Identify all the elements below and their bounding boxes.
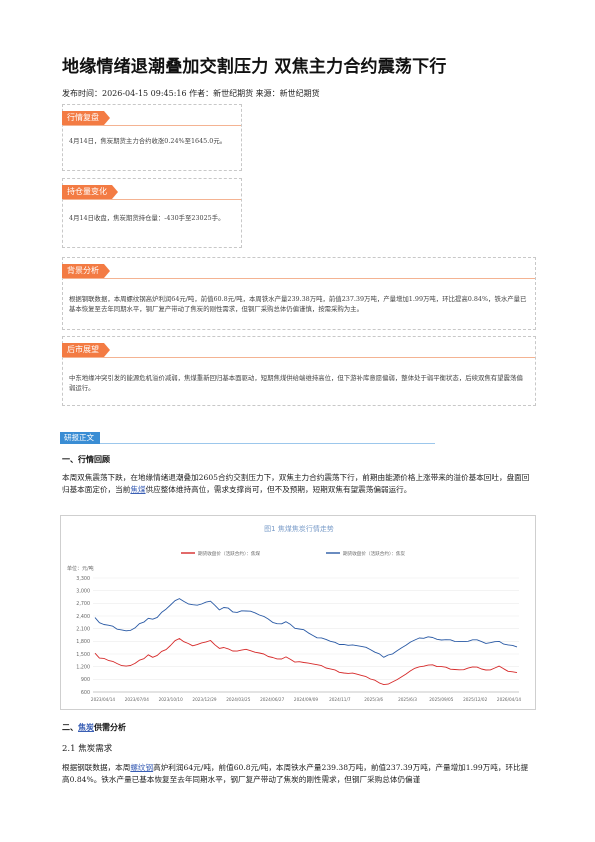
series-line [94, 638, 518, 686]
tag-outlook: 后市展望 [62, 343, 110, 357]
divider [63, 357, 535, 358]
tag-position: 持仓量变化 [62, 185, 118, 199]
y-tick-label: 1,200 [76, 664, 90, 670]
x-tick-label: 2024/06/27 [260, 697, 284, 702]
y-tick-label: 900 [81, 677, 90, 683]
divider [63, 199, 241, 200]
x-tick-label: 2025/6/3 [398, 697, 417, 702]
heading-coke-supply-demand: 二、焦炭供需分析 [62, 722, 126, 733]
x-tick-label: 2023/10/10 [159, 697, 183, 702]
x-tick-label: 2025/09/05 [429, 697, 453, 702]
section-tag-report: 研报正文 [60, 432, 100, 444]
x-tick-label: 2024/03/25 [226, 697, 250, 702]
y-axis-unit: 单位：元/吨 [67, 565, 94, 572]
x-axis: 2023/04/14 2023/07/04 2023/10/10 2023/12/29… [91, 691, 521, 702]
x-tick-label: 2023/12/29 [192, 697, 216, 702]
box-text-outlook: 中东地缘冲突引发的能源危机溢价减弱，焦煤重新回归基本面驱动，短期焦煤供给端维持高… [69, 374, 523, 392]
summary-box-review: 行情复盘 4月14日，焦炭期货主力合约收涨0.24%至1645.0元。 [62, 104, 242, 171]
summary-box-background: 背景分析 根据钢联数据，本周螺纹钢高炉利润64元/吨，前值60.8元/吨，本周铁… [62, 257, 536, 330]
box-text-review: 4月14日，焦炭期货主力合约收涨0.24%至1645.0元。 [69, 137, 227, 145]
publish-meta: 发布时间：2026-04-15 09:45:16 作者：新世纪期货 来源：新世纪… [62, 89, 320, 98]
y-tick-label: 2,400 [76, 614, 90, 620]
text-segment: 根据钢联数据，本周 [62, 763, 131, 772]
box-text-position: 4月14日收盘，焦炭期货持仓量：-430手至23025手。 [69, 214, 225, 222]
paragraph-coke-demand: 根据钢联数据，本周螺纹钢高炉利润64元/吨，前值60.8元/吨，本周铁水产量23… [62, 762, 535, 786]
y-tick-label: 1,800 [76, 639, 90, 645]
x-tick-label: 2026/04/14 [497, 697, 521, 702]
heading-prefix: 二、 [62, 723, 78, 732]
summary-box-position: 持仓量变化 4月14日收盘，焦炭期货持仓量：-430手至23025手。 [62, 178, 242, 248]
box-text-background: 根据钢联数据，本周螺纹钢高炉利润64元/吨，前值60.8元/吨，本周铁水产量23… [69, 295, 527, 313]
text-segment: 供应整体维持高位，需求支撑尚可，但不及预期，短期双焦有望震荡偏弱运行。 [145, 485, 412, 494]
y-tick-label: 600 [81, 690, 90, 696]
price-trend-chart: 图1 焦煤焦炭行情走势 期货收盘价（活跃合约）：焦煤 期货收盘价（活跃合约）：焦炭… [61, 516, 535, 709]
chart-title: 图1 焦煤焦炭行情走势 [264, 524, 334, 533]
chart-frame: 图1 焦煤焦炭行情走势 期货收盘价（活跃合约）：焦煤 期货收盘价（活跃合约）：焦炭… [60, 515, 536, 710]
divider [63, 125, 241, 126]
x-tick-label: 2023/04/14 [91, 697, 115, 702]
y-tick-label: 3,000 [76, 588, 90, 594]
x-tick-label: 2025/3/6 [364, 697, 383, 702]
y-tick-label: 1,500 [76, 652, 90, 658]
section-divider [100, 443, 435, 444]
x-tick-label: 2024/11/7 [329, 697, 351, 702]
heading-market-review: 一、行情回顾 [62, 455, 110, 464]
series-line [94, 598, 518, 658]
y-tick-label: 3,300 [76, 576, 90, 582]
link-coke[interactable]: 焦炭 [78, 723, 94, 732]
heading-suffix: 供需分析 [94, 723, 126, 732]
text-segment: 本周双焦震荡下跌，在地缘情绪退潮叠加2605合约交割压力下，双焦主力合约震荡下行… [62, 473, 530, 494]
chart-legend: 期货收盘价（活跃合约）：焦煤 期货收盘价（活跃合约）：焦炭 [181, 550, 405, 557]
x-tick-label: 2025/12/02 [463, 697, 487, 702]
link-rebar[interactable]: 螺纹钢 [130, 763, 154, 772]
tag-background: 背景分析 [62, 264, 110, 278]
link-coking-coal[interactable]: 焦煤 [130, 485, 146, 494]
y-axis: 3,300 3,000 2,700 2,400 2,100 1,800 1,500 1,200… [76, 576, 90, 696]
paragraph-market-review: 本周双焦震荡下跌，在地缘情绪退潮叠加2605合约交割压力下，双焦主力合约震荡下行… [62, 472, 535, 496]
chart-series [94, 598, 518, 686]
subheading-coke-demand: 2.1 焦炭需求 [62, 744, 113, 754]
tag-review: 行情复盘 [62, 111, 110, 125]
legend-label: 期货收盘价（活跃合约）：焦炭 [343, 550, 405, 557]
y-tick-label: 2,100 [76, 626, 90, 632]
divider [63, 278, 535, 279]
x-tick-label: 2024/09/09 [294, 697, 318, 702]
text-segment: 高炉利润64元/吨，前值60.8元/吨，本周铁水产量239.38万吨，前值237… [62, 763, 529, 784]
legend-label: 期货收盘价（活跃合约）：焦煤 [198, 550, 260, 557]
y-tick-label: 2,700 [76, 601, 90, 607]
page-title: 地缘情绪退潮叠加交割压力 双焦主力合约震荡下行 [62, 57, 447, 77]
x-tick-label: 2023/07/04 [125, 697, 149, 702]
summary-box-outlook: 后市展望 中东地缘冲突引发的能源危机溢价减弱，焦煤重新回归基本面驱动，短期焦煤供… [62, 336, 536, 406]
